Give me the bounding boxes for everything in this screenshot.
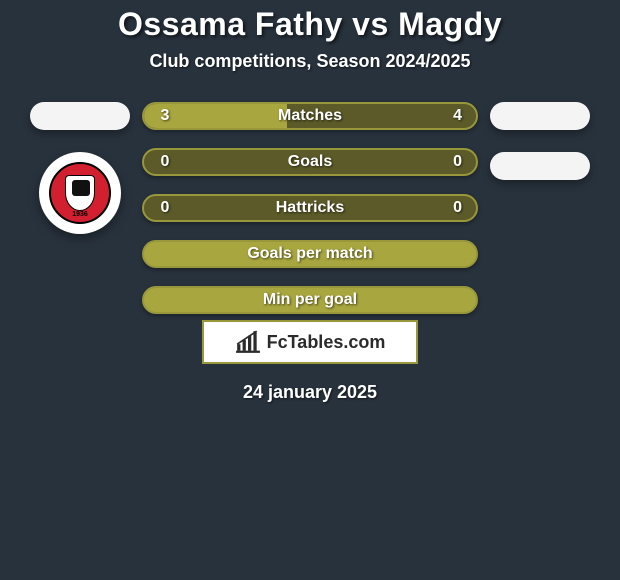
source-logo: FcTables.com — [202, 320, 418, 364]
main-row: 1936 3Matches40Goals00Hattricks0Goals pe… — [0, 102, 620, 314]
left-side: 1936 — [20, 102, 140, 234]
stat-right-value: 4 — [448, 107, 462, 125]
player-left-pill — [30, 102, 130, 130]
stat-label: Matches — [144, 107, 476, 125]
stat-row: 0Hattricks0 — [142, 194, 478, 222]
player-right-pill-1 — [490, 102, 590, 130]
right-side — [480, 102, 600, 180]
player-left-club-badge: 1936 — [39, 152, 121, 234]
bar-chart-icon — [235, 329, 261, 355]
stat-row: 3Matches4 — [142, 102, 478, 130]
stat-label: Min per goal — [144, 291, 476, 309]
stat-label: Goals — [144, 153, 476, 171]
comparison-card: Ossama Fathy vs Magdy Club competitions,… — [0, 0, 620, 403]
stat-row: Min per goal — [142, 286, 478, 314]
stat-row: 0Goals0 — [142, 148, 478, 176]
club-badge-year: 1936 — [72, 211, 88, 218]
stats-column: 3Matches40Goals00Hattricks0Goals per mat… — [140, 102, 480, 314]
stat-right-value: 0 — [448, 153, 462, 171]
page-title: Ossama Fathy vs Magdy — [0, 6, 620, 43]
player-right-pill-2 — [490, 152, 590, 180]
source-logo-text: FcTables.com — [267, 332, 386, 353]
date: 24 january 2025 — [0, 382, 620, 403]
stat-label: Hattricks — [144, 199, 476, 217]
stat-row: Goals per match — [142, 240, 478, 268]
stat-label: Goals per match — [144, 245, 476, 263]
stat-right-value: 0 — [448, 199, 462, 217]
subtitle: Club competitions, Season 2024/2025 — [0, 51, 620, 72]
club-crest-icon: 1936 — [49, 162, 111, 224]
